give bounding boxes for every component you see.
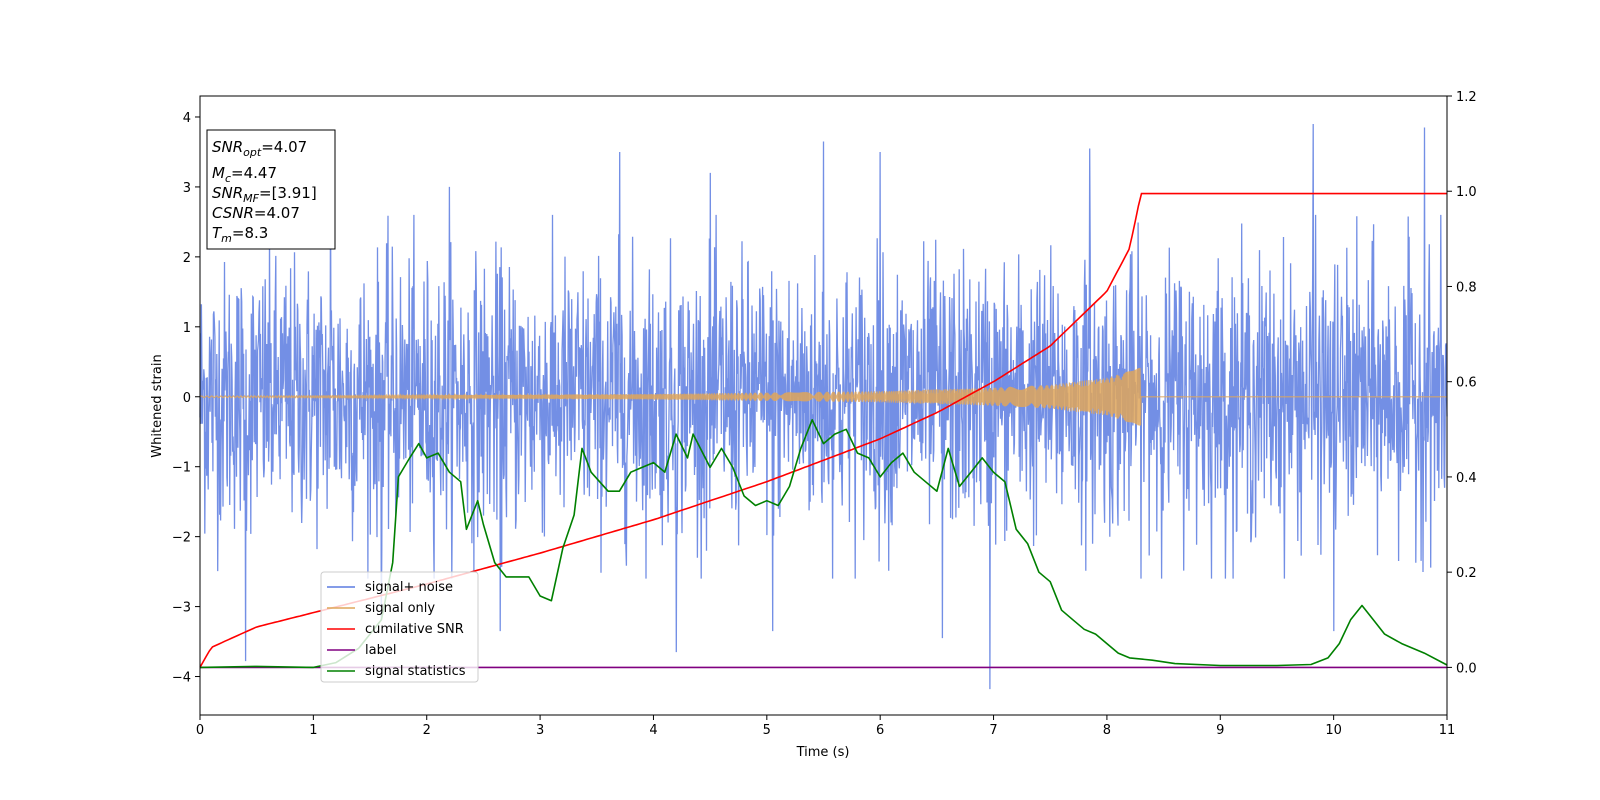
legend: signal+ noise signal only cumilative SNR… (320, 571, 479, 683)
left-y-tick-label: −4 (172, 671, 191, 686)
x-tick-label: 2 (423, 723, 431, 738)
left-y-tick-label: 0 (183, 391, 191, 406)
x-axis-ticks: 0 1 2 3 4 5 6 7 8 9 10 11 (196, 715, 1455, 738)
left-y-tick-label: −1 (172, 461, 191, 476)
legend-label-label: label (365, 643, 396, 658)
series-signal-statistics (199, 419, 1448, 669)
y-axis-label: Whitened strain (150, 354, 165, 457)
legend-frame (320, 571, 479, 683)
x-tick-label: 4 (649, 723, 657, 738)
right-y-tick-label: 0.6 (1456, 376, 1477, 391)
x-tick-label: 10 (1325, 723, 1342, 738)
signal-only-line (199, 367, 1447, 426)
left-y-tick-label: −3 (172, 601, 191, 616)
right-y-tick-label: 0.0 (1456, 661, 1477, 676)
legend-label-cumulative-snr: cumilative SNR (365, 622, 464, 637)
right-y-tick-label: 1.2 (1456, 90, 1477, 105)
left-y-tick-label: −2 (172, 531, 191, 546)
x-tick-label: 5 (763, 723, 771, 738)
x-tick-label: 7 (989, 723, 997, 738)
plot-frame (199, 95, 1448, 716)
info-box-frame (206, 129, 336, 250)
legend-label-signal-statistics: signal statistics (365, 664, 466, 679)
x-tick-label: 9 (1216, 723, 1224, 738)
x-tick-label: 11 (1439, 723, 1456, 738)
right-y-tick-label: 0.2 (1456, 566, 1477, 581)
signal-noise-line (199, 123, 1448, 690)
x-tick-label: 1 (309, 723, 317, 738)
info-snr-opt: SNRopt=4.07 (212, 138, 307, 159)
left-y-tick-label: 4 (183, 111, 191, 126)
left-y-axis-ticks: 4 3 2 1 0 −1 −2 −3 −4 (172, 111, 200, 686)
left-y-tick-label: 2 (183, 251, 191, 266)
info-box: SNRopt=4.07 Mc=4.47 SNRMF=[3.91] CSNR=4.… (206, 129, 336, 250)
x-tick-label: 3 (536, 723, 544, 738)
signal-statistics-line (199, 419, 1448, 669)
legend-label-signal-noise: signal+ noise (365, 580, 453, 595)
series-signal-noise (199, 123, 1448, 690)
info-csnr: CSNR=4.07 (212, 204, 300, 222)
x-tick-label: 6 (876, 723, 884, 738)
x-tick-label: 8 (1103, 723, 1111, 738)
right-y-tick-label: 1.0 (1456, 185, 1477, 200)
info-snr-mf: SNRMF=[3.91] (212, 184, 317, 205)
right-y-tick-label: 0.8 (1456, 280, 1477, 295)
legend-label-signal-only: signal only (365, 601, 435, 616)
left-y-tick-label: 1 (183, 321, 191, 336)
info-mc: Mc=4.47 (212, 164, 277, 185)
x-tick-label: 0 (196, 723, 204, 738)
left-y-tick-label: 3 (183, 181, 191, 196)
info-tm: Tm=8.3 (212, 224, 268, 245)
series-signal-only (199, 367, 1447, 426)
right-y-tick-label: 0.4 (1456, 471, 1477, 486)
x-axis-label: Time (s) (796, 745, 850, 760)
right-y-axis-ticks: 1.2 1.0 0.8 0.6 0.4 0.2 0.0 (1447, 90, 1477, 676)
